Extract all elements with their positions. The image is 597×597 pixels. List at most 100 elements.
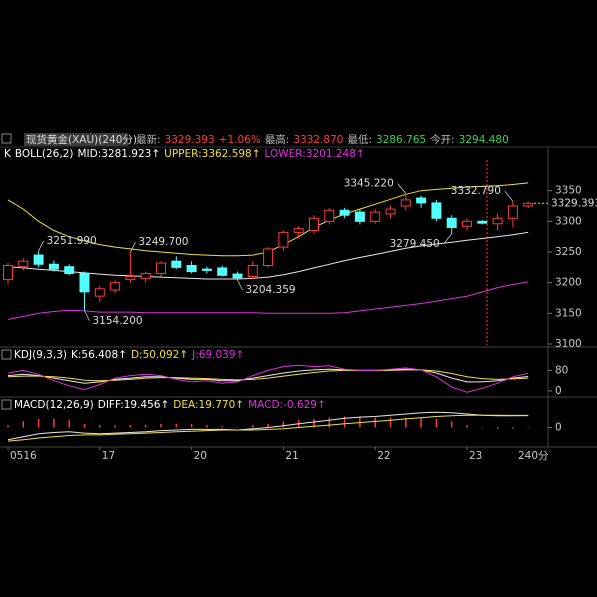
legend-item: LOWER:3201.248↑ <box>265 148 365 160</box>
x-tick-label: 22 <box>377 450 390 462</box>
candle-body <box>125 276 136 281</box>
y-tick-label: 3250 <box>555 246 582 258</box>
legend-item: K <box>4 148 12 160</box>
y-tick-label: 3200 <box>555 277 582 289</box>
legend-item: KDJ(9,3,3) <box>14 349 67 361</box>
header-item: 3332.870 <box>293 134 343 146</box>
candle-body <box>416 197 427 204</box>
candle-body <box>110 282 121 291</box>
header-item: 今开: <box>430 133 455 146</box>
kdj-legend: KDJ(9,3,3) K:56.408↑ D:50.092↑ J:69.039↑ <box>14 349 244 361</box>
annotation-pointer <box>38 240 44 251</box>
candle-body <box>293 228 304 233</box>
boll-line <box>7 231 529 280</box>
legend-item: DEA:19.770↑ <box>173 399 244 411</box>
macd-legend: MACD(12,26,9) DIFF:19.456↑ DEA:19.770↑ MACD… <box>14 399 326 411</box>
candle-body <box>171 260 182 268</box>
candle-body <box>48 263 59 270</box>
legend-item: MACD(12,26,9) <box>14 399 94 411</box>
candle-body <box>339 209 350 216</box>
annotation-pointer <box>397 183 407 194</box>
candle-body <box>64 266 75 274</box>
header-quote: 最新: 3329.393 +1.06% 最高: 3332.870 最低: 3286.765 今… <box>136 133 509 146</box>
annotation-pointer <box>237 279 243 291</box>
x-tick-label: 20 <box>194 450 207 462</box>
boll-legend: K BOLL(26,2) MID:3281.923↑ UPPER:3362.598↑ L… <box>4 148 365 160</box>
legend-item: BOLL(26,2) <box>15 148 74 160</box>
y-tick-label: 3150 <box>555 307 582 319</box>
header-item: 3329.393 <box>165 134 215 146</box>
header-item: 最低: <box>347 133 372 146</box>
candle-body <box>140 272 151 279</box>
last-price-label: 3329.393 <box>551 197 597 209</box>
legend-item: D:50.092↑ <box>131 349 188 361</box>
candle-body <box>201 268 212 271</box>
candle-body <box>247 264 258 278</box>
macd-line <box>7 411 529 441</box>
icon[interactable] <box>1 133 12 144</box>
legend-item: J:69.039↑ <box>191 349 244 361</box>
candle-body <box>492 217 503 225</box>
kdj-line <box>7 364 529 393</box>
kdj-line <box>7 368 529 384</box>
macd-line <box>7 414 529 442</box>
annotation: 3251.990 <box>47 235 97 247</box>
boll-line <box>7 281 529 320</box>
candle-body <box>79 272 90 293</box>
candle-body <box>370 211 381 222</box>
candle-body <box>263 248 274 266</box>
y-tick-label: 3100 <box>555 338 582 350</box>
x-tick-label: 17 <box>102 450 115 462</box>
candle-body <box>18 260 29 268</box>
instrument: 现货黄金(XAU)(240分) <box>26 133 137 146</box>
annotation: 3332.790 <box>451 185 501 197</box>
y-tick-label: 0 <box>555 385 562 397</box>
legend-item: MACD:-0.629↑ <box>248 399 326 411</box>
annotation: 3345.220 <box>344 178 394 190</box>
icon[interactable] <box>1 399 12 410</box>
candle-body <box>400 199 411 207</box>
candle-body <box>477 220 488 224</box>
candle-body <box>446 217 457 228</box>
candle-body <box>523 202 534 207</box>
candle-body <box>156 262 166 274</box>
kdj-line <box>7 369 529 382</box>
annotation: 3154.200 <box>93 315 143 327</box>
candle-body <box>186 264 197 273</box>
header-item: 3286.765 <box>376 134 426 146</box>
candle-body <box>217 267 228 276</box>
header-item: +1.06% <box>219 134 261 146</box>
x-tick-label: 0516 <box>10 450 37 462</box>
y-tick-label: 3300 <box>555 215 582 227</box>
period-label[interactable]: 240分 <box>518 450 549 462</box>
annotation-pointer <box>130 242 136 253</box>
candle-body <box>3 264 13 281</box>
annotation: 3249.700 <box>138 236 188 248</box>
annotation-pointer <box>504 190 514 202</box>
candle-body <box>354 211 365 222</box>
candle-body <box>462 220 472 227</box>
x-tick-label: 23 <box>469 450 482 462</box>
legend-item: DIFF:19.456↑ <box>98 399 170 411</box>
candle-body <box>431 202 442 219</box>
header-item: 3294.480 <box>459 134 509 146</box>
x-tick-label: 21 <box>285 450 298 462</box>
candle-body <box>324 209 335 222</box>
instrument-box <box>24 133 128 146</box>
legend-item: UPPER:3362.598↑ <box>164 148 260 160</box>
annotation-pointer <box>443 233 453 245</box>
annotation: 3279.450 <box>390 238 440 250</box>
candle-body <box>33 254 44 265</box>
annotation-pointer <box>84 310 90 321</box>
candle-body <box>385 208 396 215</box>
annotation: 3204.359 <box>246 284 296 296</box>
y-tick-label: 80 <box>555 364 568 376</box>
candle-body <box>507 205 518 219</box>
candle-body <box>278 231 289 248</box>
legend-item: MID:3281.923↑ <box>77 148 160 160</box>
y-tick-label: 0 <box>555 422 562 434</box>
header-item: 最高: <box>265 133 290 146</box>
icon[interactable] <box>1 349 12 360</box>
candle-body <box>94 288 105 297</box>
